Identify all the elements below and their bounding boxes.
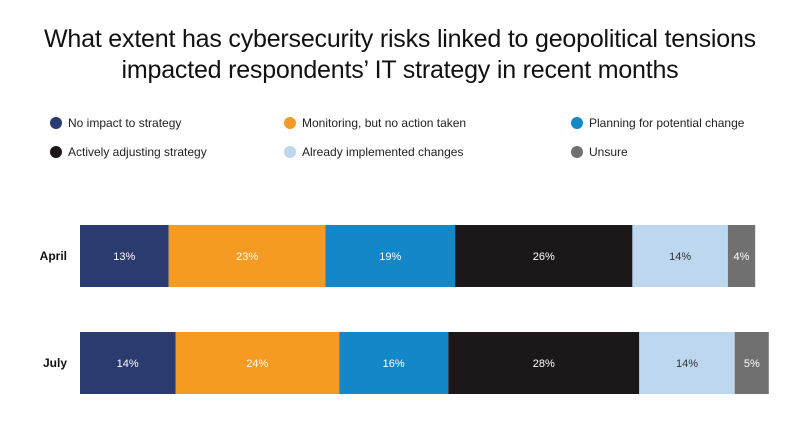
legend-item-actively-adjusting: Actively adjusting strategy xyxy=(50,145,207,159)
chart-legend: No impact to strategy Monitoring, but no… xyxy=(0,116,800,166)
bar-segment-april-no-impact-to-strategy xyxy=(80,225,169,287)
bar-segment-april-unsure xyxy=(727,225,756,287)
data-label-july-actively-adjusting-strategy: 28% xyxy=(533,358,555,370)
legend-label-already-implemented: Already implemented changes xyxy=(302,145,464,159)
chart-title-line-1: What extent has cybersecurity risks link… xyxy=(44,25,756,53)
bar-segment-july-unsure xyxy=(734,332,769,394)
legend-swatch-already-implemented xyxy=(284,146,296,158)
row-label-july: July xyxy=(43,356,67,370)
chart-title: What extent has cybersecurity risks link… xyxy=(0,24,800,86)
bar-segment-july-actively-adjusting-strategy xyxy=(448,332,640,394)
bar-segment-july-no-impact-to-strategy xyxy=(80,332,176,394)
legend-swatch-unsure xyxy=(571,146,583,158)
bar-segment-july-already-implemented-changes xyxy=(639,332,735,394)
row-label-april: April xyxy=(40,249,67,263)
legend-label-planning: Planning for potential change xyxy=(589,116,745,130)
bar-segment-april-planning-for-potential-change xyxy=(325,225,456,287)
data-label-july-no-impact-to-strategy: 14% xyxy=(117,358,139,370)
data-label-july-monitoring-but-no-action-taken: 24% xyxy=(246,358,268,370)
data-label-april-no-impact-to-strategy: 13% xyxy=(113,251,135,263)
bar-segment-july-monitoring-but-no-action-taken xyxy=(175,332,340,394)
bar-segment-april-actively-adjusting-strategy xyxy=(455,225,633,287)
data-label-april-unsure: 4% xyxy=(734,251,750,263)
bar-segment-april-already-implemented-changes xyxy=(632,225,728,287)
data-label-april-actively-adjusting-strategy: 26% xyxy=(533,251,555,263)
data-label-july-already-implemented-changes: 14% xyxy=(676,358,698,370)
legend-swatch-planning xyxy=(571,117,583,129)
legend-label-monitoring: Monitoring, but no action taken xyxy=(302,116,467,130)
legend-swatch-no-impact xyxy=(50,117,62,129)
legend-item-monitoring: Monitoring, but no action taken xyxy=(284,116,466,130)
legend-label-actively-adjusting: Actively adjusting strategy xyxy=(68,145,207,159)
legend-item-no-impact: No impact to strategy xyxy=(50,116,181,130)
data-label-april-planning-for-potential-change: 19% xyxy=(379,251,401,263)
chart-title-line-2: impacted respondents’ IT strategy in rec… xyxy=(121,56,679,84)
legend-item-unsure: Unsure xyxy=(571,145,628,159)
data-label-july-planning-for-potential-change: 16% xyxy=(383,358,405,370)
data-label-july-unsure: 5% xyxy=(744,358,760,370)
data-label-april-monitoring-but-no-action-taken: 23% xyxy=(236,251,258,263)
bar-segment-july-planning-for-potential-change xyxy=(339,332,449,394)
data-label-april-already-implemented-changes: 14% xyxy=(669,251,691,263)
legend-label-no-impact: No impact to strategy xyxy=(68,116,182,130)
legend-item-planning: Planning for potential change xyxy=(571,116,744,130)
legend-swatch-actively-adjusting xyxy=(50,146,62,158)
legend-label-unsure: Unsure xyxy=(589,145,628,159)
bar-segment-april-monitoring-but-no-action-taken xyxy=(168,225,326,287)
legend-swatch-monitoring xyxy=(284,117,296,129)
legend-item-already-implemented: Already implemented changes xyxy=(284,145,463,159)
